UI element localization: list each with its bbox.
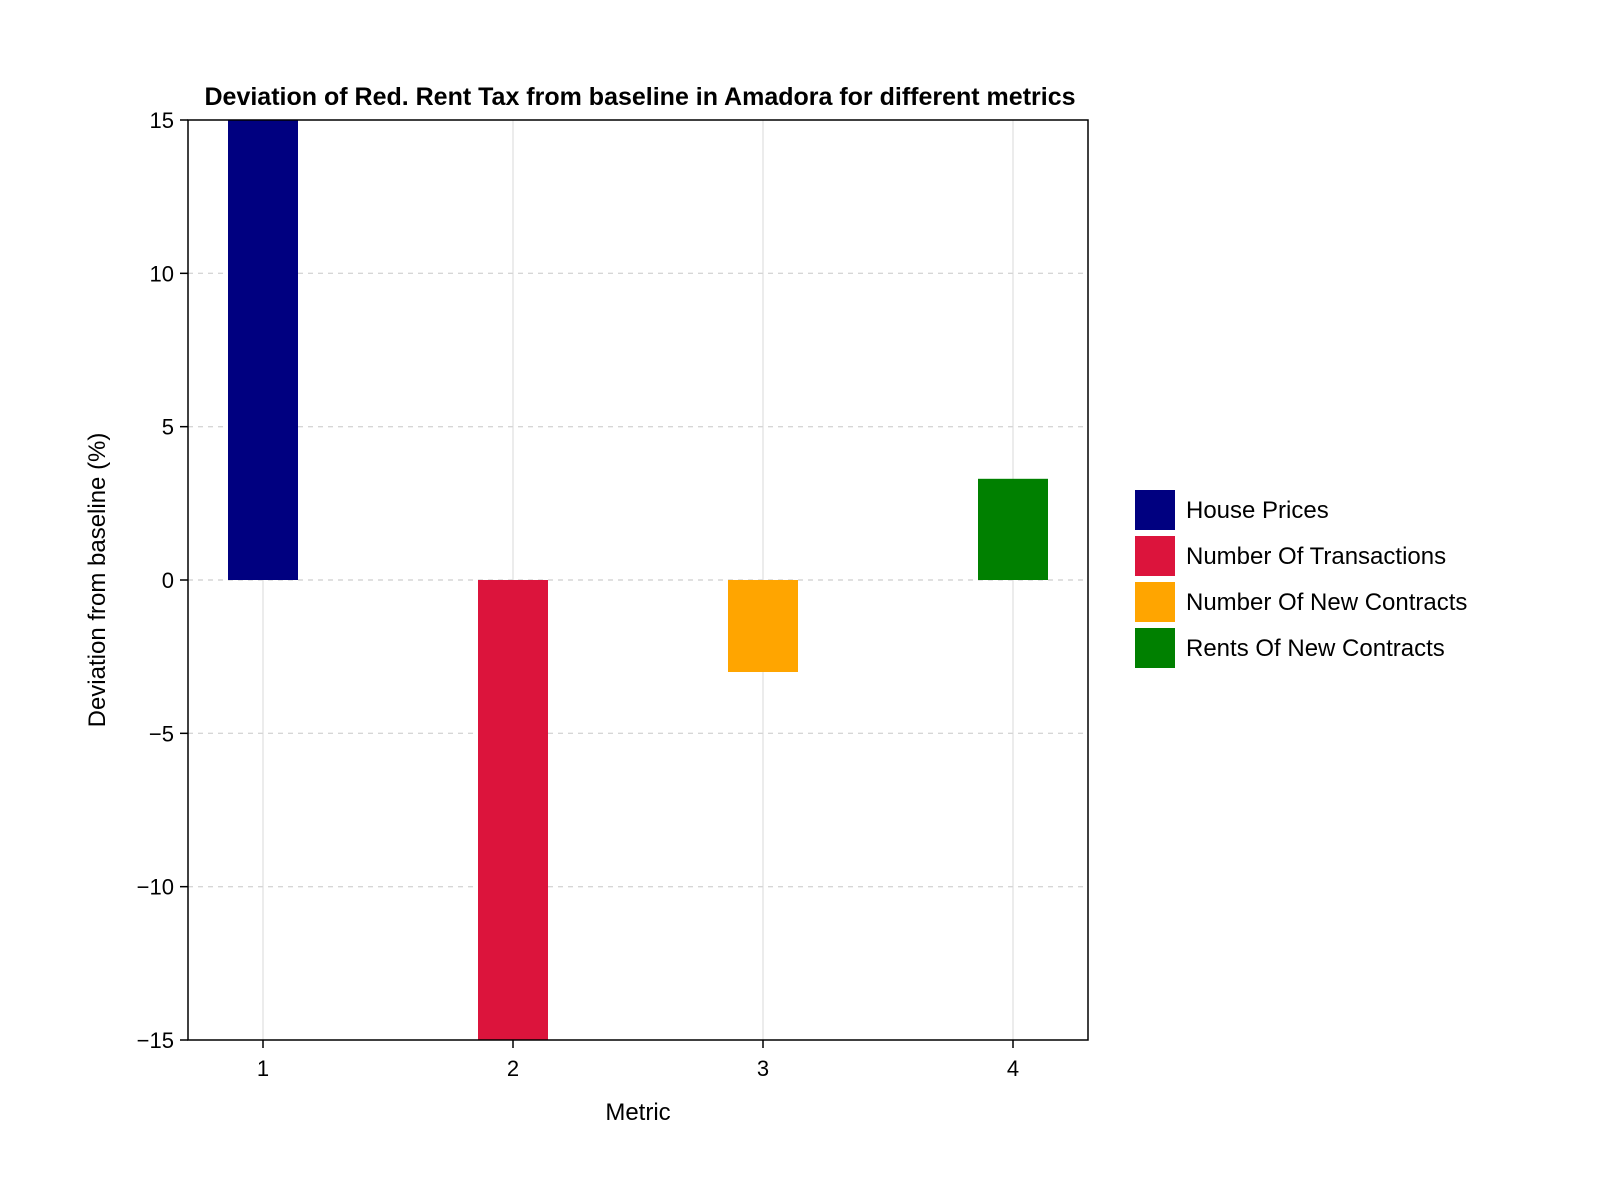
legend-swatch bbox=[1135, 628, 1175, 668]
y-tick-label: 15 bbox=[150, 108, 174, 133]
bars bbox=[228, 120, 1048, 1040]
legend-swatch bbox=[1135, 536, 1175, 576]
y-tick-label: −5 bbox=[149, 721, 174, 746]
y-axis-ticks: −15 −10 −5 0 5 10 15 bbox=[137, 108, 188, 1053]
bar-2 bbox=[478, 580, 548, 1040]
y-tick-label: −15 bbox=[137, 1028, 174, 1053]
legend-item: House Prices bbox=[1135, 490, 1329, 530]
x-tick-label: 1 bbox=[257, 1056, 269, 1081]
legend-swatch bbox=[1135, 582, 1175, 622]
legend: House Prices Number Of Transactions Number… bbox=[1135, 490, 1467, 668]
x-tick-label: 4 bbox=[1007, 1056, 1019, 1081]
y-tick-label: 0 bbox=[162, 568, 174, 593]
legend-item: Rents Of New Contracts bbox=[1135, 628, 1445, 668]
bar-1 bbox=[228, 120, 298, 580]
legend-label: Number Of Transactions bbox=[1186, 543, 1446, 570]
legend-item: Number Of Transactions bbox=[1135, 536, 1446, 576]
x-tick-label: 3 bbox=[757, 1056, 769, 1081]
y-tick-label: −10 bbox=[137, 875, 174, 900]
y-tick-label: 5 bbox=[162, 415, 174, 440]
x-axis-label: Metric bbox=[605, 1099, 670, 1126]
legend-label: House Prices bbox=[1186, 497, 1329, 524]
legend-item: Number Of New Contracts bbox=[1135, 582, 1467, 622]
legend-label: Rents Of New Contracts bbox=[1186, 635, 1445, 662]
legend-label: Number Of New Contracts bbox=[1186, 589, 1467, 616]
grid bbox=[188, 120, 1088, 1040]
bar-3 bbox=[728, 580, 798, 672]
bar-4 bbox=[978, 478, 1048, 580]
y-axis-label: Deviation from baseline (%) bbox=[84, 433, 111, 728]
chart-title: Deviation of Red. Rent Tax from baseline… bbox=[205, 83, 1076, 111]
x-tick-label: 2 bbox=[507, 1056, 519, 1081]
legend-swatch bbox=[1135, 490, 1175, 530]
y-tick-label: 10 bbox=[150, 261, 174, 286]
x-axis-ticks: 1 2 3 4 bbox=[257, 1040, 1019, 1081]
